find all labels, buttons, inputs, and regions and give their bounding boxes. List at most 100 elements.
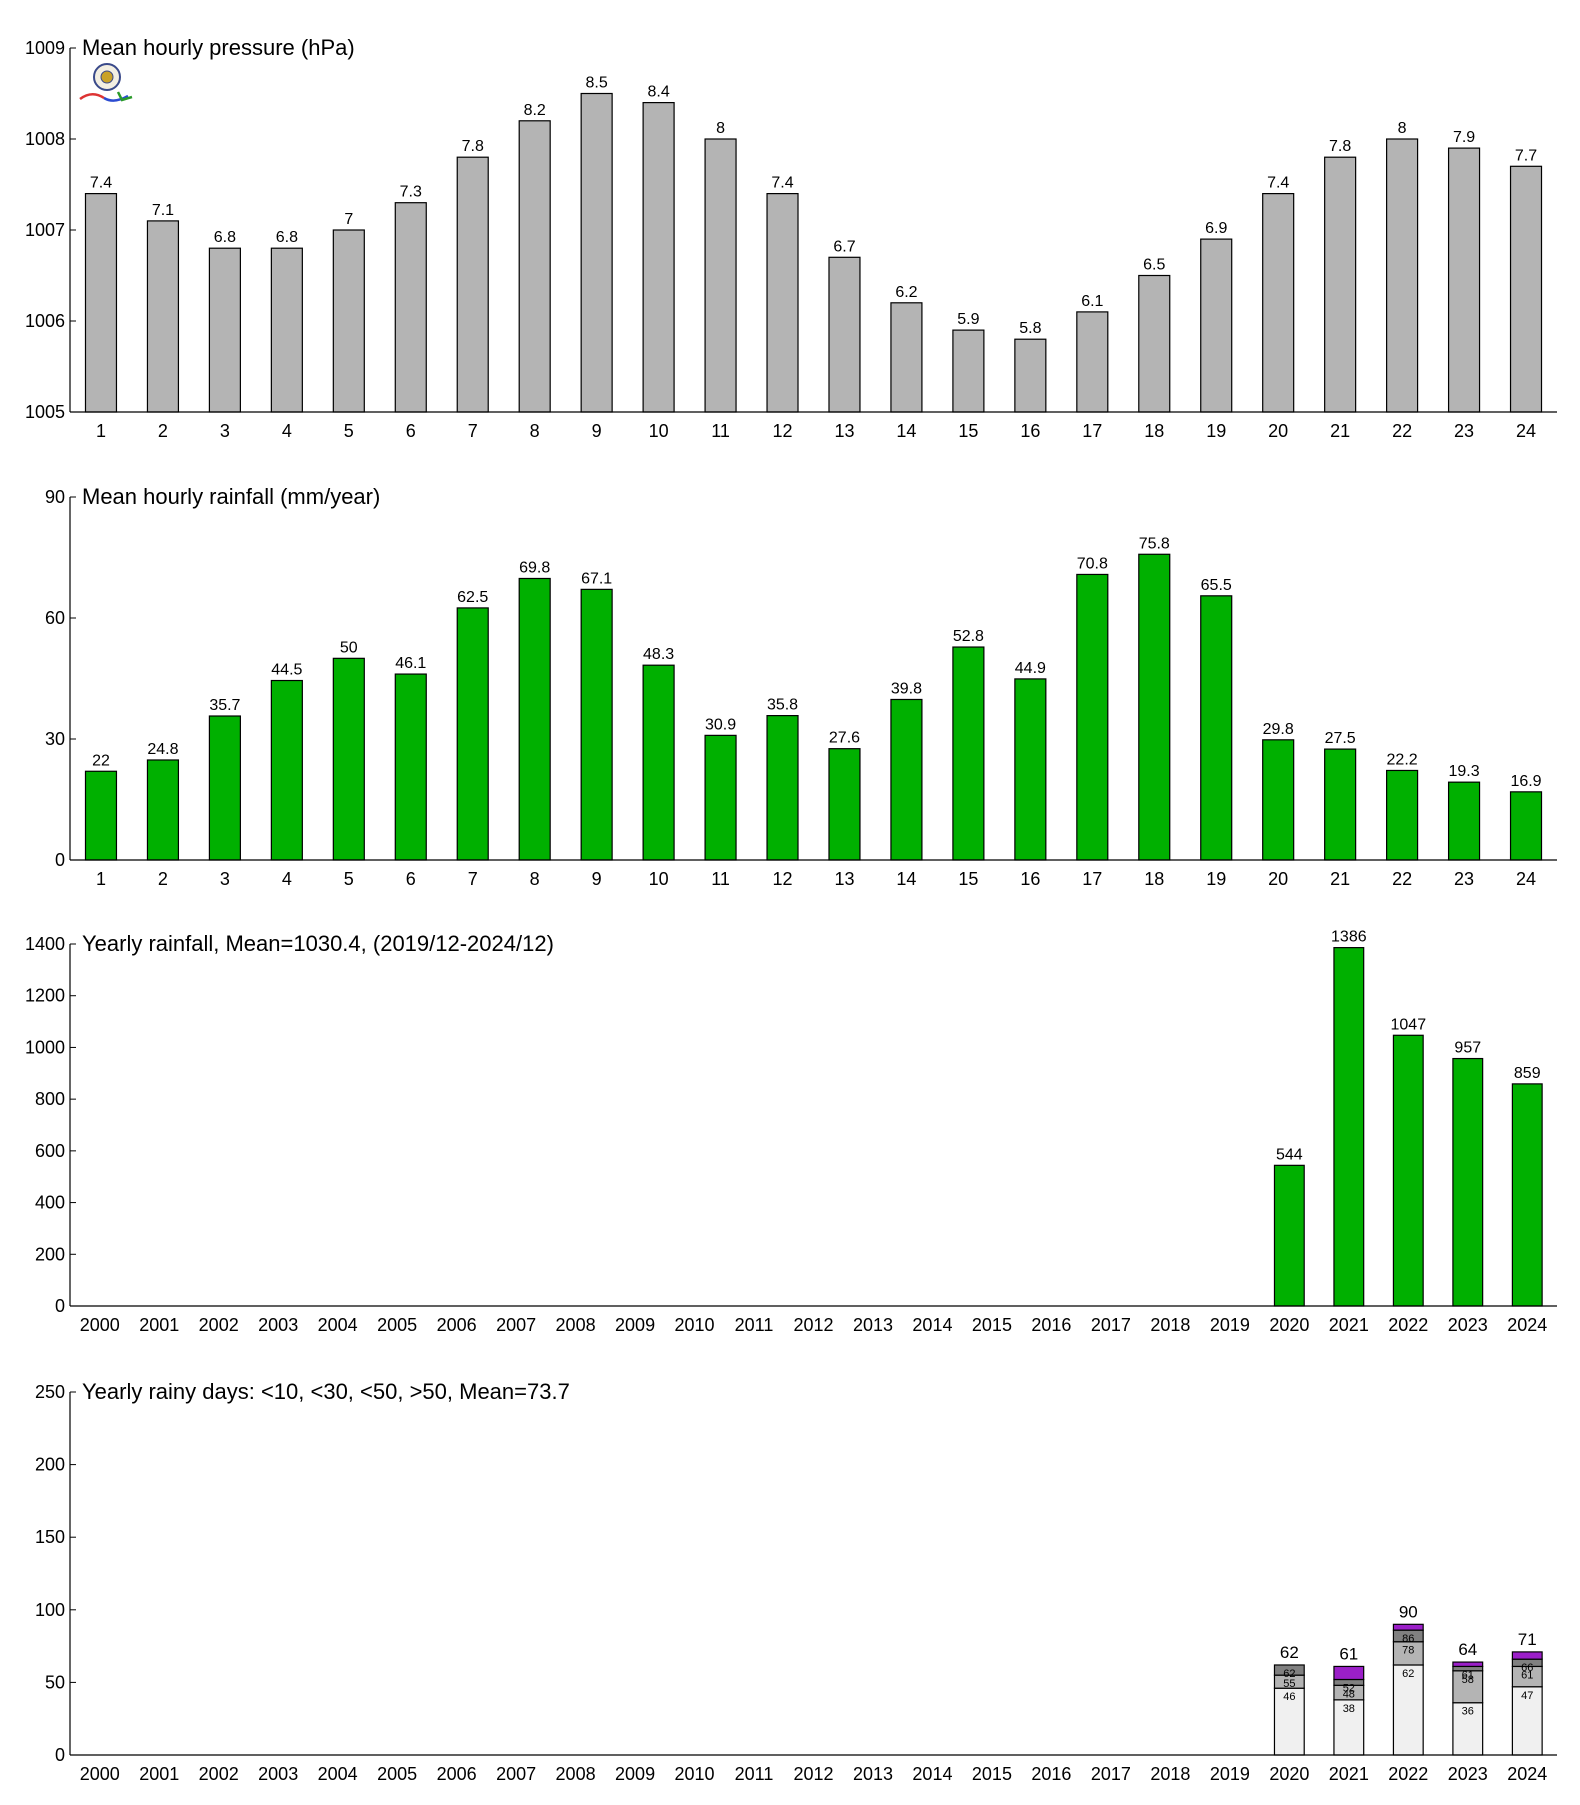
y-tick-label: 150 xyxy=(35,1527,65,1547)
y-tick-label: 1005 xyxy=(25,402,65,422)
y-tick-label: 100 xyxy=(35,1600,65,1620)
bar-value-label: 46.1 xyxy=(395,655,426,672)
x-tick-label: 18 xyxy=(1144,869,1164,889)
x-tick-label: 2008 xyxy=(556,1315,596,1335)
bar-value-label: 8.2 xyxy=(524,102,546,119)
x-tick-label: 2005 xyxy=(377,1764,417,1784)
y-tick-label: 0 xyxy=(55,1745,65,1765)
x-tick-label: 11 xyxy=(711,869,730,889)
bar xyxy=(270,679,303,861)
x-tick-label: 4 xyxy=(282,421,292,441)
bar-value-label: 7.4 xyxy=(771,175,793,192)
x-tick-label: 2021 xyxy=(1329,1764,1369,1784)
bar-total-label: 71 xyxy=(1518,1630,1537,1649)
segment-label: 86 xyxy=(1402,1633,1414,1645)
x-tick-label: 9 xyxy=(592,869,602,889)
x-tick-label: 14 xyxy=(896,869,916,889)
bar-value-label: 5.9 xyxy=(957,311,979,328)
x-tick-label: 2012 xyxy=(793,1315,833,1335)
bar xyxy=(394,673,427,861)
bar-value-label: 75.8 xyxy=(1139,535,1170,552)
y-tick-label: 200 xyxy=(35,1455,65,1475)
bar xyxy=(1076,311,1109,413)
bar-value-label: 7.4 xyxy=(90,175,112,192)
x-tick-label: 18 xyxy=(1144,421,1164,441)
bar-value-label: 7.7 xyxy=(1515,147,1537,164)
stacked-bar-segment xyxy=(1392,1623,1424,1631)
x-tick-label: 2001 xyxy=(139,1315,179,1335)
bar xyxy=(518,120,551,413)
stacked-bar-segment xyxy=(1511,1651,1543,1660)
bar xyxy=(1509,791,1543,861)
x-tick-label: 8 xyxy=(530,869,540,889)
y-tick-label: 400 xyxy=(35,1193,65,1213)
x-tick-label: 17 xyxy=(1082,869,1102,889)
bar-value-label: 48.3 xyxy=(643,646,674,663)
bar xyxy=(1386,769,1419,861)
x-tick-label: 2024 xyxy=(1507,1764,1547,1784)
bar-value-label: 16.9 xyxy=(1510,773,1541,790)
x-tick-label: 2019 xyxy=(1210,1315,1250,1335)
bar-value-label: 65.5 xyxy=(1201,577,1232,594)
x-tick-label: 7 xyxy=(468,421,478,441)
bar-value-label: 1386 xyxy=(1331,929,1367,946)
bar xyxy=(332,657,365,861)
bar-value-label: 35.8 xyxy=(767,697,798,714)
bar-value-label: 24.8 xyxy=(147,741,178,758)
bar-value-label: 8.5 xyxy=(586,75,608,92)
x-tick-label: 2007 xyxy=(496,1764,536,1784)
bar xyxy=(952,329,985,413)
bar-value-label: 8 xyxy=(1398,120,1407,137)
bar-value-label: 8 xyxy=(716,120,725,137)
bar-value-label: 22.2 xyxy=(1387,751,1418,768)
bar-value-label: 50 xyxy=(340,639,358,656)
x-tick-label: 10 xyxy=(649,869,669,889)
y-tick-label: 1000 xyxy=(25,1037,65,1057)
x-tick-label: 8 xyxy=(530,421,540,441)
stacked-bar-segment xyxy=(1333,1665,1365,1681)
bar xyxy=(1386,138,1419,413)
y-tick-label: 1009 xyxy=(25,38,65,58)
x-tick-label: 2021 xyxy=(1329,1315,1369,1335)
y-tick-label: 200 xyxy=(35,1244,65,1264)
x-tick-label: 2023 xyxy=(1448,1315,1488,1335)
chart-title: Yearly rainfall, Mean=1030.4, (2019/12-2… xyxy=(82,931,554,956)
bar-value-label: 52.8 xyxy=(953,628,984,645)
x-tick-label: 2017 xyxy=(1091,1315,1131,1335)
bar-value-label: 30.9 xyxy=(705,716,736,733)
bar-value-label: 7.8 xyxy=(1329,138,1351,155)
bar-value-label: 6.1 xyxy=(1081,293,1103,310)
bar xyxy=(1262,739,1295,861)
x-tick-label: 2013 xyxy=(853,1764,893,1784)
bar-value-label: 7.3 xyxy=(400,184,422,201)
stacked-bar-segment xyxy=(1452,1702,1484,1756)
bar-value-label: 19.3 xyxy=(1448,763,1479,780)
x-tick-label: 2016 xyxy=(1031,1315,1071,1335)
segment-label: 46 xyxy=(1283,1691,1295,1703)
bar-value-label: 5.8 xyxy=(1019,320,1041,337)
y-tick-label: 1400 xyxy=(25,934,65,954)
bar-value-label: 8.4 xyxy=(647,84,669,101)
y-tick-label: 1007 xyxy=(25,220,65,240)
x-tick-label: 1 xyxy=(96,869,106,889)
bar xyxy=(1076,573,1109,861)
bar xyxy=(952,646,985,861)
x-tick-label: 2010 xyxy=(675,1315,715,1335)
x-tick-label: 2007 xyxy=(496,1315,536,1335)
x-tick-label: 13 xyxy=(834,869,854,889)
chart-panel-1: Mean hourly pressure (hPa) 1005 1006 1007 10… xyxy=(25,35,1557,441)
x-tick-label: 2023 xyxy=(1448,1764,1488,1784)
x-tick-label: 2024 xyxy=(1507,1315,1547,1335)
x-tick-label: 23 xyxy=(1454,869,1474,889)
x-tick-label: 2003 xyxy=(258,1315,298,1335)
y-tick-label: 60 xyxy=(45,608,65,628)
segment-label: 36 xyxy=(1462,1706,1474,1718)
x-tick-label: 2018 xyxy=(1150,1315,1190,1335)
x-tick-label: 6 xyxy=(406,869,416,889)
y-tick-label: 1200 xyxy=(25,986,65,1006)
bar-value-label: 69.8 xyxy=(519,559,550,576)
bar xyxy=(704,138,737,413)
x-tick-label: 15 xyxy=(958,869,978,889)
bar-total-label: 90 xyxy=(1399,1602,1418,1621)
